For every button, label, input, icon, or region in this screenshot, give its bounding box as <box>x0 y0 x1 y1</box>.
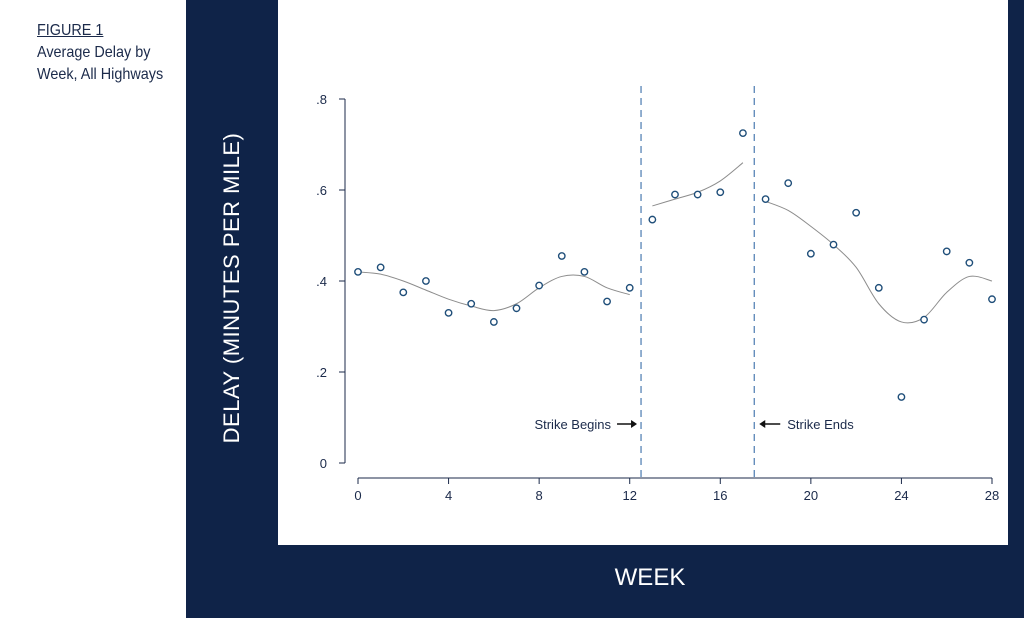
data-point <box>965 258 974 267</box>
strike-ends-label: Strike Ends <box>787 417 854 432</box>
data-point <box>354 267 362 276</box>
x-tick-label: 0 <box>354 488 361 503</box>
x-tick-label: 28 <box>985 488 999 503</box>
strike-begins-label: Strike Begins <box>534 417 611 432</box>
figure-caption: FIGURE 1 Average Delay by Week, All High… <box>37 20 168 86</box>
data-point <box>444 308 453 317</box>
data-point <box>761 195 770 204</box>
data-point <box>942 247 951 256</box>
data-point <box>512 304 521 313</box>
y-tick-label: .4 <box>316 274 327 289</box>
data-point <box>557 252 566 260</box>
plot-panel <box>278 0 1008 545</box>
x-tick-label: 4 <box>445 488 452 503</box>
y-tick-label: .2 <box>316 365 327 380</box>
smooth-curve <box>357 271 630 312</box>
smooth-curve <box>652 162 744 207</box>
x-axis-label: WEEK <box>614 564 686 591</box>
data-point <box>399 288 408 297</box>
x-tick-label: 16 <box>713 488 727 503</box>
data-point <box>920 315 928 324</box>
x-tick-label: 24 <box>894 488 908 503</box>
data-point <box>739 129 747 138</box>
data-point <box>716 188 725 197</box>
arrow-head <box>759 420 766 428</box>
y-tick-label: .8 <box>316 92 327 107</box>
arrow-head <box>631 420 638 428</box>
y-tick-label: 0 <box>320 456 327 471</box>
data-point <box>625 283 634 292</box>
data-point <box>580 267 589 276</box>
data-point <box>648 215 657 224</box>
data-point <box>693 190 702 199</box>
smooth-curve <box>765 200 993 324</box>
x-tick-label: 12 <box>622 488 636 503</box>
figure-label: FIGURE 1 <box>37 22 104 39</box>
data-point <box>988 295 996 304</box>
data-point <box>829 240 838 249</box>
data-point <box>897 393 906 401</box>
data-point <box>806 249 815 258</box>
data-point <box>376 263 385 272</box>
data-point <box>671 190 679 199</box>
data-point <box>874 283 883 292</box>
data-point <box>784 179 793 188</box>
figure-title: Average Delay by Week, All Highways <box>37 44 164 83</box>
data-point <box>422 277 430 285</box>
y-tick-label: .6 <box>316 183 327 198</box>
data-point <box>603 297 611 306</box>
data-point <box>489 318 498 326</box>
x-tick-label: 8 <box>536 488 543 503</box>
data-point <box>535 281 544 290</box>
data-point <box>852 208 861 217</box>
x-tick-label: 20 <box>804 488 818 503</box>
data-point <box>467 299 476 308</box>
